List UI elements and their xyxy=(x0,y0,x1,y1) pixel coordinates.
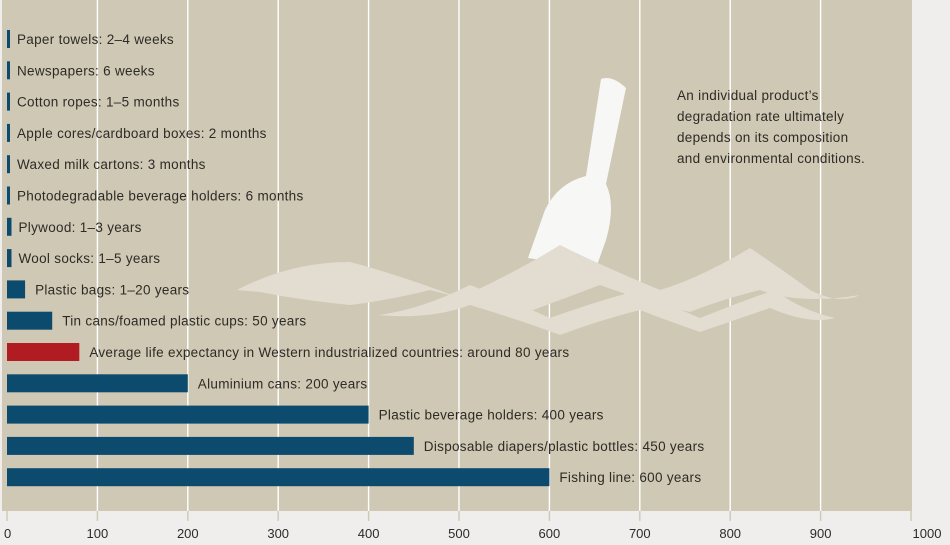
bottle-illustration xyxy=(237,78,860,335)
tick-label: 0 xyxy=(4,526,11,541)
tick-label: 800 xyxy=(719,526,741,541)
bottle-icon xyxy=(528,78,626,268)
tick-label: 900 xyxy=(810,526,832,541)
bar-label: Cotton ropes: 1–5 months xyxy=(17,95,180,110)
annotation-line: depends on its composition xyxy=(677,130,848,145)
bar xyxy=(7,280,26,299)
bar xyxy=(7,92,10,111)
annotation-line: An individual product’s xyxy=(677,88,819,103)
bar-label: Newspapers: 6 weeks xyxy=(17,63,155,78)
bar xyxy=(7,311,53,330)
bar xyxy=(7,61,10,80)
tick-label: 400 xyxy=(358,526,380,541)
bar-label: Tin cans/foamed plastic cups: 50 years xyxy=(62,314,306,329)
bar xyxy=(7,468,550,487)
bar xyxy=(7,155,10,174)
bar xyxy=(7,217,12,236)
annotation-line: degradation rate ultimately xyxy=(677,109,844,124)
bar xyxy=(7,30,10,48)
bar-label: Paper towels: 2–4 weeks xyxy=(17,32,174,47)
bar-label: Photodegradable beverage holders: 6 mont… xyxy=(17,189,304,204)
bar xyxy=(7,343,80,361)
bar xyxy=(7,186,10,205)
bar-label: Aluminium cans: 200 years xyxy=(198,376,368,391)
bar-label: Plastic bags: 1–20 years xyxy=(35,282,189,297)
tick-label: 300 xyxy=(267,526,289,541)
bar-label: Plastic beverage holders: 400 years xyxy=(379,408,604,423)
bar xyxy=(7,249,12,268)
bar-label: Plywood: 1–3 years xyxy=(19,220,142,235)
bar-label: Disposable diapers/plastic bottles: 450 … xyxy=(424,439,705,454)
wave-lower xyxy=(378,285,835,335)
wave-upper xyxy=(237,245,860,315)
bar-label: Apple cores/cardboard boxes: 2 months xyxy=(17,126,267,141)
bar xyxy=(7,374,188,393)
annotation: An individual product’s degradation rate… xyxy=(677,88,865,166)
tick-label: 700 xyxy=(629,526,651,541)
annotation-line: and environmental conditions. xyxy=(677,151,865,166)
bar xyxy=(7,123,10,142)
bar-label: Fishing line: 600 years xyxy=(559,470,701,485)
bar-label: Waxed milk cartons: 3 months xyxy=(17,157,206,172)
tick-label: 200 xyxy=(177,526,199,541)
bar-label: Average life expectancy in Western indus… xyxy=(89,345,569,360)
tick-label: 600 xyxy=(539,526,561,541)
tick-label: 500 xyxy=(448,526,470,541)
bar xyxy=(7,405,369,424)
bar xyxy=(7,436,414,455)
bar-label: Wool socks: 1–5 years xyxy=(19,251,161,266)
tick-label: 1000 xyxy=(913,526,942,541)
tick-label: 100 xyxy=(87,526,109,541)
